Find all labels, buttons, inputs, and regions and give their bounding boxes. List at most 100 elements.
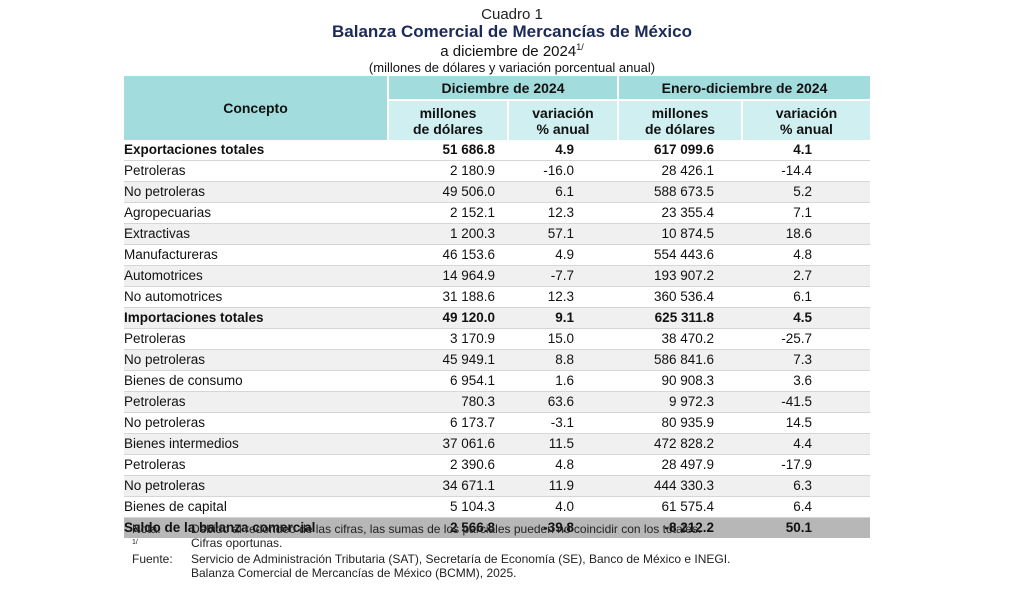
cell-value: 61 575.4 xyxy=(618,496,742,518)
table-row: Petroleras 780.3 63.6 9 972.3 -41.5 xyxy=(124,391,870,413)
col-header-mdd: millones de dólares xyxy=(617,99,742,140)
cell-value: 28 426.1 xyxy=(618,160,742,182)
row-label: Manufactureras xyxy=(124,244,388,266)
footnote-marker: 1/ xyxy=(132,539,138,546)
cell-value: 9.1 xyxy=(508,307,618,329)
cell-value: 51 686.8 xyxy=(388,140,508,161)
group-header-december: Diciembre de 2024 xyxy=(387,76,618,100)
cell-value: 4.9 xyxy=(508,244,618,266)
note-key: Nota: xyxy=(132,522,161,536)
note-rounding: Nota: Debido al redondeo de las cifras, … xyxy=(132,522,730,536)
note-key: 1/ xyxy=(132,536,191,552)
cell-value: 6 954.1 xyxy=(388,370,508,392)
cell-value: 2.7 xyxy=(742,265,870,287)
table-row: Agropecuarias 2 152.1 12.3 23 355.4 7.1 xyxy=(124,202,870,224)
cell-value: 2 566.8 xyxy=(388,517,508,538)
table-row: Importaciones totales 49 120.0 9.1 625 311.… xyxy=(124,307,870,329)
cell-value: 80 935.9 xyxy=(618,412,742,434)
note-text: Servicio de Administración Tributaria (S… xyxy=(191,552,730,566)
table-title: Balanza Comercial de Mercancías de Méxic… xyxy=(332,22,692,41)
cell-value: 90 908.3 xyxy=(618,370,742,392)
table-row: No petroleras 34 671.1 11.9 444 330.3 6.3 xyxy=(124,475,870,497)
table-row: Extractivas 1 200.3 57.1 10 874.5 18.6 xyxy=(124,223,870,245)
source-text: ), Secretaría de Economía ( xyxy=(414,552,563,566)
col-header-line: variación xyxy=(532,104,594,121)
cell-value: 4.4 xyxy=(742,433,870,455)
cell-value: -25.7 xyxy=(742,328,870,350)
row-label: No petroleras xyxy=(124,181,388,203)
cell-value: 6.4 xyxy=(742,496,870,518)
row-label: Petroleras xyxy=(124,454,388,476)
note-source: Fuente: Servicio de Administración Tribu… xyxy=(132,552,730,566)
table-row: No petroleras 45 949.1 8.8 586 841.6 7.3 xyxy=(124,349,870,371)
source-text: Servicio de Administración Tributaria ( xyxy=(191,552,393,566)
table-subtitle: a diciembre de 20241/ xyxy=(0,42,1024,60)
cell-value: 554 443.6 xyxy=(618,244,742,266)
group-header-annual: Enero-diciembre de 2024 xyxy=(617,76,870,100)
row-label: No petroleras xyxy=(124,349,388,371)
note-text: Debido al redondeo de las cifras, las su… xyxy=(191,522,702,536)
cell-value: 617 099.6 xyxy=(618,140,742,161)
row-label: Saldo de la balanza comercial xyxy=(124,517,388,538)
row-label: Petroleras xyxy=(124,391,388,413)
cell-value: 193 907.2 xyxy=(618,265,742,287)
cell-value: 28 497.9 xyxy=(618,454,742,476)
col-header-line: millones xyxy=(419,104,477,121)
cell-value: -3.1 xyxy=(508,412,618,434)
cell-value: -39.8 xyxy=(508,517,618,538)
table-units: (millones de dólares y variación porcent… xyxy=(368,60,656,75)
row-label: Automotrices xyxy=(124,265,388,287)
cell-value: 45 949.1 xyxy=(388,349,508,371)
note-key-spacer xyxy=(132,566,191,580)
row-label: Bienes de consumo xyxy=(124,370,388,392)
cell-value: 780.3 xyxy=(388,391,508,413)
table-row: Automotrices 14 964.9 -7.7 193 907.2 2.7 xyxy=(124,265,870,287)
cell-value: 3.6 xyxy=(742,370,870,392)
cell-value: 625 311.8 xyxy=(618,307,742,329)
cell-value: -7.7 xyxy=(508,265,618,287)
cell-value: 586 841.6 xyxy=(618,349,742,371)
row-label: No petroleras xyxy=(124,475,388,497)
col-header-var: variación% anual xyxy=(741,99,870,140)
row-label: Petroleras xyxy=(124,328,388,350)
source-acronym: SAT xyxy=(392,552,415,566)
table-row: Bienes de capital 5 104.3 4.0 61 575.4 6.4 xyxy=(124,496,870,518)
row-label: No petroleras xyxy=(124,412,388,434)
col-header-mdd: millones de dólares xyxy=(387,99,508,140)
table-row: Bienes intermedios 37 061.6 11.5 472 828.2 4… xyxy=(124,433,870,455)
source-text: ), Banco de México e xyxy=(578,552,695,566)
cell-value: 10 874.5 xyxy=(618,223,742,245)
cell-value: 4.1 xyxy=(742,140,870,161)
source-acronym: BCMM xyxy=(439,566,476,580)
note-preliminary: 1/ Cifras oportunas. xyxy=(132,536,730,552)
cell-value: 57.1 xyxy=(508,223,618,245)
cell-value: 472 828.2 xyxy=(618,433,742,455)
col-header-var: variación% anual xyxy=(507,99,618,140)
cell-value: 2 152.1 xyxy=(388,202,508,224)
cell-value: 14.5 xyxy=(742,412,870,434)
cell-value: 63.6 xyxy=(508,391,618,413)
cell-value: 46 153.6 xyxy=(388,244,508,266)
row-label: Bienes de capital xyxy=(124,496,388,518)
cell-value: 4.8 xyxy=(742,244,870,266)
cell-value: 37 061.6 xyxy=(388,433,508,455)
cell-value: 9 972.3 xyxy=(618,391,742,413)
cell-value: 7.1 xyxy=(742,202,870,224)
footnote-marker: 1/ xyxy=(576,42,584,52)
cell-value: 2 390.6 xyxy=(388,454,508,476)
row-label: Exportaciones totales xyxy=(124,140,388,161)
cell-value: 2 180.9 xyxy=(388,160,508,182)
cell-value: 8.8 xyxy=(508,349,618,371)
col-header-line: de dólares xyxy=(644,120,716,137)
cell-value: 4.5 xyxy=(742,307,870,329)
row-label: No automotrices xyxy=(124,286,388,308)
row-label: Bienes intermedios xyxy=(124,433,388,455)
row-label: Petroleras xyxy=(124,160,388,182)
source-acronym: INEGI xyxy=(694,552,728,566)
cell-value: 49 506.0 xyxy=(388,181,508,203)
cell-value: 1.6 xyxy=(508,370,618,392)
note-key: Fuente: xyxy=(132,552,173,566)
table-row-total: Saldo de la balanza comercial 2 566.8 -39.… xyxy=(124,517,870,538)
cell-value: 31 188.6 xyxy=(388,286,508,308)
cell-value: 18.6 xyxy=(742,223,870,245)
